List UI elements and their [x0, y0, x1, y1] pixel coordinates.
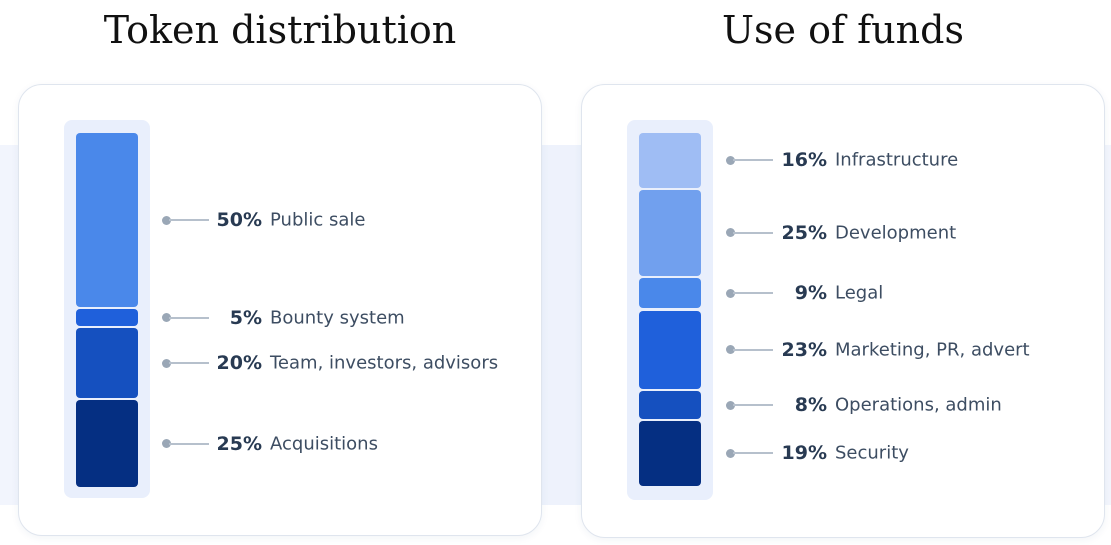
leader-dot: [726, 448, 735, 458]
legend-label: Bounty system: [270, 307, 405, 329]
leader-dot: [726, 400, 735, 410]
legend-item: 25% Acquisitions: [19, 429, 539, 459]
leader-line: [733, 452, 773, 455]
leader-dot: [162, 439, 171, 448]
use-of-funds-card: 16% Infrastructure 25% Development 9% Legal 23…: [581, 84, 1105, 538]
leader-line: [733, 348, 773, 351]
bar-segment-public-sale: [76, 133, 138, 307]
chart-title-use-of-funds: Use of funds: [722, 8, 964, 52]
bar-segment-marketing-pr-advert: [639, 310, 701, 390]
bar-segment-development: [639, 189, 701, 276]
leader-line: [733, 292, 773, 295]
legend-label: Security: [835, 442, 909, 464]
data-label-percent: 23%: [781, 338, 827, 361]
leader-dot: [726, 228, 735, 238]
bar-segment-bounty-system: [76, 309, 138, 327]
leader-dot: [162, 215, 171, 225]
leader-dot: [726, 288, 735, 298]
legend-label: Marketing, PR, advert: [835, 339, 1030, 361]
legend-label: Public sale: [270, 209, 366, 231]
legend-label: Development: [835, 222, 957, 244]
legend-item: 19% Security: [582, 438, 1102, 468]
leader-dot: [726, 155, 735, 165]
chart-title-token-distribution: Token distribution: [103, 8, 457, 52]
leader-line: [733, 159, 773, 162]
data-label-percent: 19%: [781, 442, 827, 465]
leader-dot: [726, 345, 735, 355]
leader-line: [169, 362, 209, 365]
leader-line: [169, 316, 209, 319]
data-label-percent: 9%: [794, 282, 827, 305]
bar-segment-security: [639, 420, 701, 486]
data-label-percent: 25%: [781, 221, 827, 244]
data-label-percent: 25%: [216, 432, 262, 455]
bar-segment-team-investors-advisors: [76, 328, 138, 398]
data-label-percent: 8%: [794, 394, 827, 417]
legend-item: 50% Public sale: [19, 205, 539, 235]
leader-line: [733, 404, 773, 407]
bar-segment-acquisitions: [76, 400, 138, 487]
legend-label: Legal: [835, 282, 884, 304]
legend-item: 9% Legal: [582, 278, 1102, 308]
legend-label: Acquisitions: [270, 433, 378, 454]
data-label-percent: 5%: [229, 306, 262, 329]
data-label-percent: 20%: [216, 352, 262, 375]
legend-item: 8% Operations, admin: [582, 390, 1102, 420]
legend-label: Operations, admin: [835, 394, 1002, 416]
leader-line: [733, 231, 773, 234]
legend-item: 23% Marketing, PR, advert: [582, 335, 1102, 365]
data-label-percent: 16%: [781, 149, 827, 172]
leader-line: [169, 219, 209, 221]
legend-item: 16% Infrastructure: [582, 145, 1102, 175]
legend-item: 5% Bounty system: [19, 303, 539, 333]
legend-label: Infrastructure: [835, 149, 959, 171]
legend-label: Team, investors, advisors: [270, 352, 499, 374]
bar-segment-infrastructure: [639, 133, 701, 188]
leader-dot: [162, 313, 171, 323]
leader-line: [169, 442, 209, 445]
legend-item: 25% Development: [582, 218, 1102, 248]
bar-segment-legal: [639, 277, 701, 309]
data-label-percent: 50%: [216, 209, 262, 231]
leader-dot: [162, 358, 171, 368]
bar-segment-operations-admin: [639, 391, 701, 419]
legend-item: 20% Team, investors, advisors: [19, 348, 539, 378]
token-distribution-card: 50% Public sale 5% Bounty system 20% Team, in…: [18, 84, 542, 536]
